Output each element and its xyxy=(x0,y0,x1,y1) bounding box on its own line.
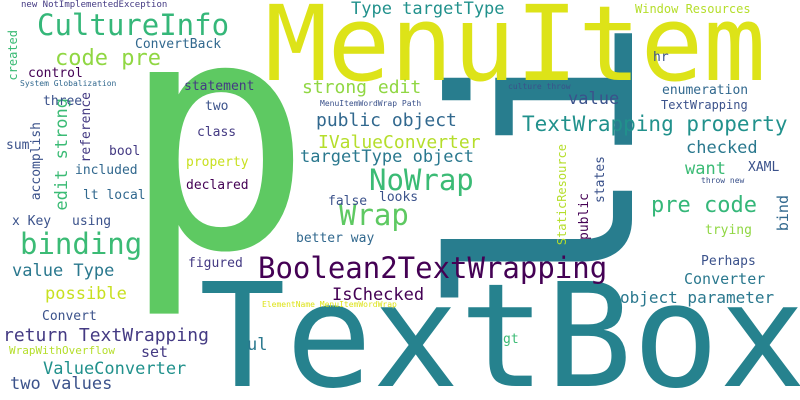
word-two: two xyxy=(205,99,229,114)
word-throw-new: throw new xyxy=(701,176,745,185)
word-x-key: x Key xyxy=(12,214,52,229)
word-window-resources: Window Resources xyxy=(635,2,751,16)
word-value-type: value Type xyxy=(12,261,115,281)
word-perhaps: Perhaps xyxy=(701,254,756,269)
word-false: false xyxy=(328,194,368,209)
word-ivalueconverter: IValueConverter xyxy=(318,132,481,153)
word-convertback: ConvertBack xyxy=(135,37,222,52)
word-two-values: two values xyxy=(10,374,113,394)
word-nowrap: NoWrap xyxy=(369,163,474,197)
word-states: states xyxy=(593,156,608,203)
word-figured: figured xyxy=(188,256,243,271)
word-checked: checked xyxy=(686,138,758,158)
word-enumeration: enumeration xyxy=(662,83,749,98)
word-public-object: public object xyxy=(316,110,457,131)
word-looks: looks xyxy=(379,190,419,205)
word-valueconverter: ValueConverter xyxy=(43,359,187,379)
word-boolean2textwrapping: Boolean2TextWrapping xyxy=(258,251,608,285)
word-converter: Converter xyxy=(684,270,766,288)
word-code-pre: code pre xyxy=(55,46,161,71)
word-hr: hr xyxy=(653,50,669,65)
word-elementname-menuitemwordwrap: ElementName MenuItemWordWrap xyxy=(262,300,397,309)
word-better-way: better way xyxy=(296,231,375,246)
word-class: class xyxy=(197,125,237,140)
word-staticresource: StaticResource xyxy=(555,144,569,246)
word-three: three xyxy=(43,94,83,109)
word-value: value xyxy=(568,89,620,109)
word-accomplish: accomplish xyxy=(29,122,44,201)
word-pre-code: pre code xyxy=(651,193,757,218)
word-statement: statement xyxy=(184,79,255,94)
word-menuitemwordwrap-path: MenuItemWordWrap Path xyxy=(320,99,422,108)
word-declared: declared xyxy=(186,178,249,193)
word-reference: reference xyxy=(79,92,94,163)
word-menuitem: MenuItem xyxy=(265,0,766,105)
word-wrapwithoverflow: WrapWithOverflow xyxy=(9,344,115,357)
word-type-targettype: Type targetType xyxy=(351,0,505,19)
word-included: included xyxy=(75,163,138,178)
word-want: want xyxy=(685,159,726,179)
word-xaml: XAML xyxy=(748,160,780,175)
word-bind: bind xyxy=(774,195,792,232)
word-culture-throw: culture throw xyxy=(508,82,571,91)
word-cultureinfo: CultureInfo xyxy=(37,8,230,42)
word-textwrapping-property: TextWrapping property xyxy=(522,112,788,136)
word-strong-edit: strong edit xyxy=(302,77,422,98)
word-textwrapping: TextWrapping xyxy=(661,98,748,112)
word-set: set xyxy=(141,343,169,361)
word-property: property xyxy=(186,155,249,170)
word-ischecked: IsChecked xyxy=(332,285,425,305)
word-sum: sum xyxy=(6,138,30,153)
word-wrap: Wrap xyxy=(339,198,409,232)
word-created: created xyxy=(6,30,20,81)
word-p: p xyxy=(120,0,313,323)
word-control: control xyxy=(28,66,83,81)
word-targettype-object: targetType object xyxy=(300,147,474,167)
word-using: using xyxy=(72,214,112,229)
word-return-textwrapping: return TextWrapping xyxy=(3,325,209,346)
word-convert: Convert xyxy=(42,309,97,324)
word-ul: ul xyxy=(247,335,268,355)
word-gt: gt xyxy=(503,332,519,347)
word-bool: bool xyxy=(109,144,141,159)
word-new-notimplementedexception: new NotImplementedException xyxy=(21,0,168,10)
word-binding: binding xyxy=(20,227,143,261)
word-edit-strong: edit strong xyxy=(52,98,72,211)
word-object-parameter: object parameter xyxy=(620,288,775,307)
word-textbox: TextBox xyxy=(199,252,800,400)
word-trying: trying xyxy=(705,223,752,238)
word-system-globalization: System Globalization xyxy=(20,79,117,88)
word-lt-local: lt local xyxy=(83,188,146,203)
word-possible: possible xyxy=(45,284,127,304)
word-public: public xyxy=(577,193,592,240)
